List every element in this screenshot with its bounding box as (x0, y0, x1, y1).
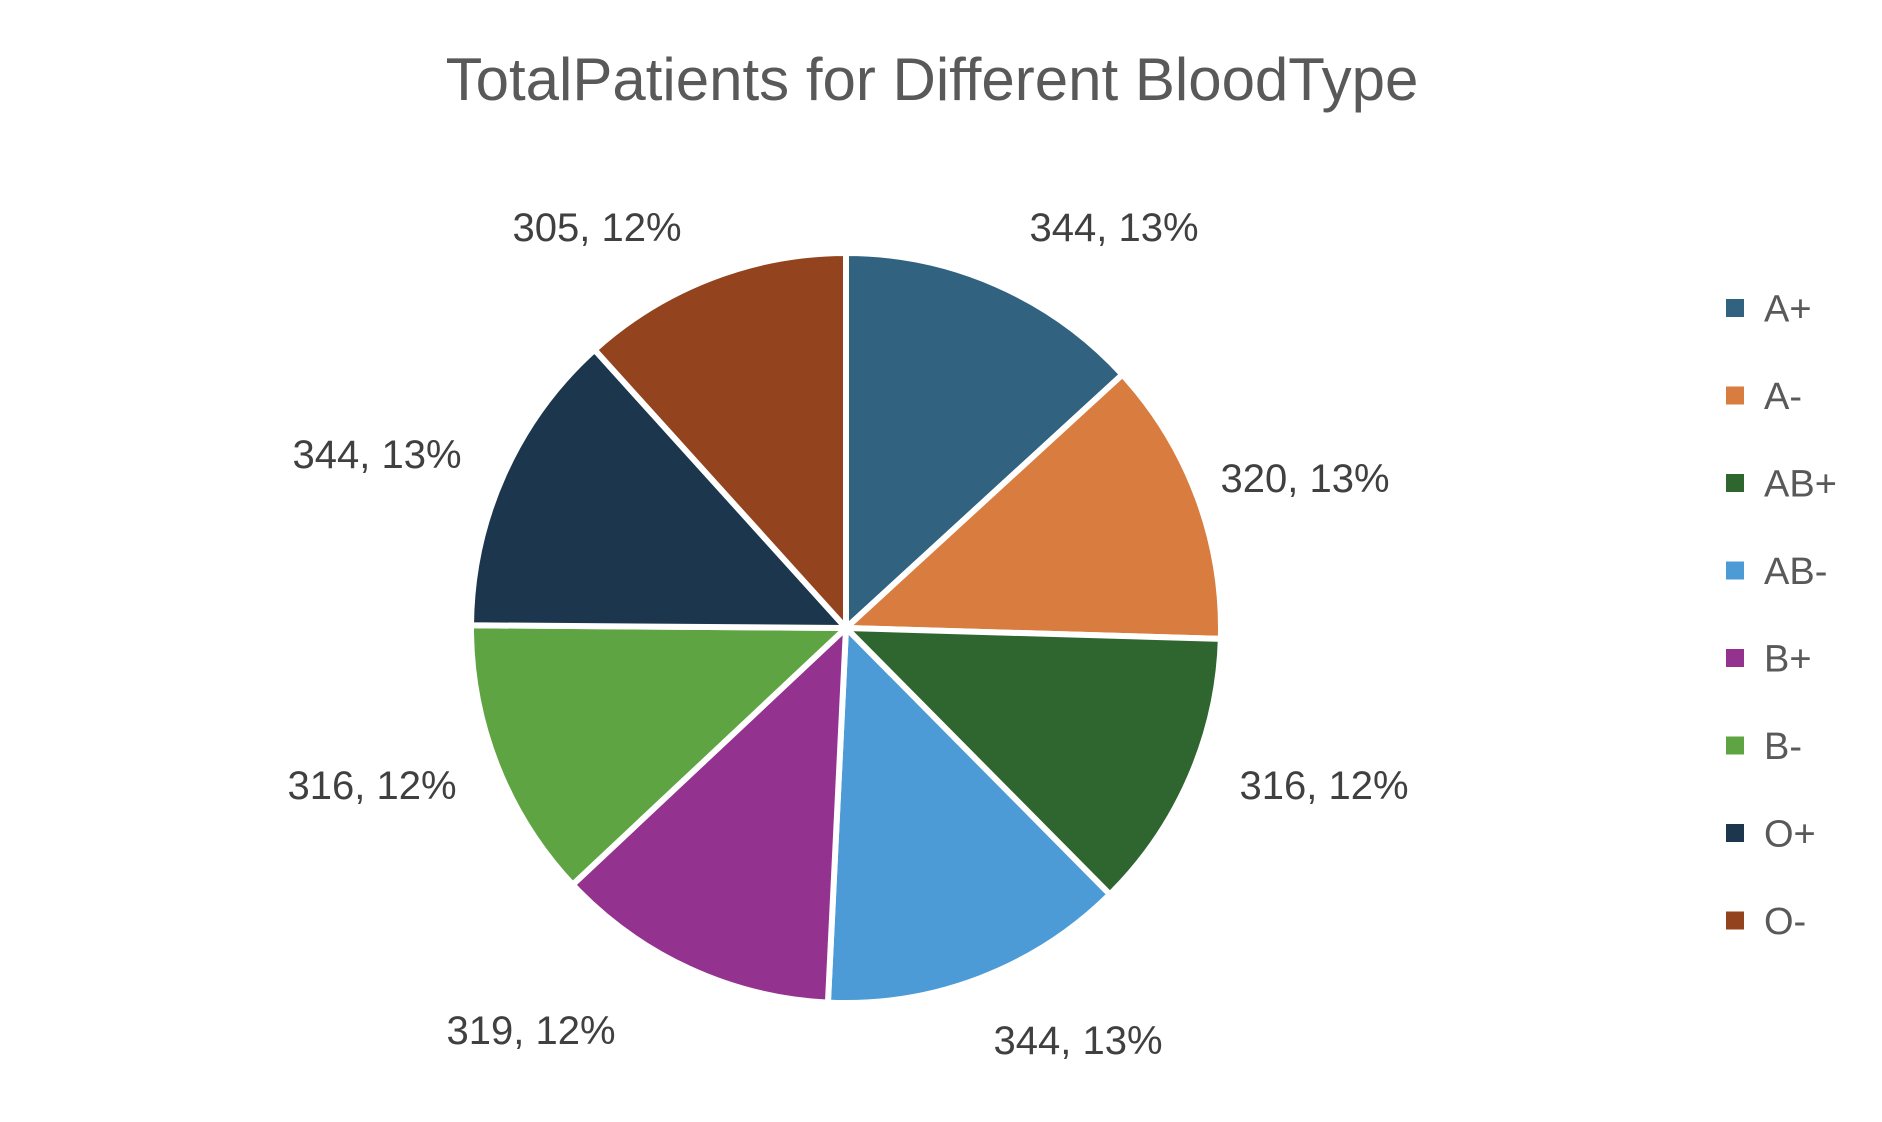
legend-swatch-ab-minus (1726, 561, 1744, 580)
legend-item-ab-minus: AB- (1726, 551, 1827, 593)
legend-item-ab-plus: AB+ (1726, 463, 1837, 505)
legend-label-o-plus: O+ (1764, 813, 1816, 855)
pie-slice-ab-plus (843, 625, 1224, 898)
pie-slice-b-minus (468, 622, 849, 888)
legend-label-a-minus: A- (1764, 376, 1802, 418)
data-label-o-minus: 305, 12% (512, 206, 681, 250)
chart-title: TotalPatients for Different BloodType (446, 46, 1419, 113)
legend-swatch-b-plus (1726, 649, 1744, 667)
legend-label-b-minus: B- (1764, 726, 1802, 768)
legend-label-ab-minus: AB- (1764, 551, 1827, 593)
pie-slice-a-minus (843, 371, 1224, 642)
data-label-ab-minus: 344, 13% (993, 1019, 1162, 1063)
pie-legend: A+ A- AB+ AB- B+ B- O+ O- (1726, 288, 1837, 943)
pie-slice-a-plus (843, 250, 1126, 631)
legend-label-o-minus: O- (1764, 901, 1806, 943)
pie-data-labels: 344, 13% 320, 13% 316, 12% 344, 13% 319, 12%… (287, 206, 1408, 1063)
legend-item-a-plus: A+ (1726, 288, 1812, 330)
legend-item-o-plus: O+ (1726, 813, 1816, 855)
pie-slice-o-plus (468, 346, 849, 631)
legend-label-a-plus: A+ (1764, 288, 1812, 330)
legend-swatch-b-minus (1726, 736, 1744, 755)
data-label-o-plus: 344, 13% (292, 433, 461, 477)
legend-swatch-a-plus (1726, 299, 1744, 317)
legend-label-ab-plus: AB+ (1764, 463, 1837, 505)
legend-swatch-o-minus (1726, 911, 1744, 930)
legend-swatch-a-minus (1726, 386, 1744, 405)
legend-item-o-minus: O- (1726, 901, 1806, 943)
pie-slices (468, 250, 1224, 1006)
legend-label-b-plus: B+ (1764, 638, 1812, 680)
pie-slice-ab-minus (824, 625, 1113, 1006)
data-label-a-plus: 344, 13% (1029, 206, 1198, 250)
legend-item-b-plus: B+ (1726, 638, 1812, 680)
legend-item-a-minus: A- (1726, 376, 1802, 418)
legend-swatch-o-plus (1726, 824, 1744, 842)
pie-slice-b-plus (569, 625, 849, 1006)
data-label-b-minus: 316, 12% (287, 764, 456, 808)
pie-slice-o-minus (591, 250, 849, 631)
data-label-ab-plus: 316, 12% (1239, 764, 1408, 808)
legend-swatch-ab-plus (1726, 474, 1744, 492)
data-label-a-minus: 320, 13% (1220, 457, 1389, 501)
data-label-b-plus: 319, 12% (446, 1009, 615, 1053)
legend-item-b-minus: B- (1726, 726, 1802, 768)
